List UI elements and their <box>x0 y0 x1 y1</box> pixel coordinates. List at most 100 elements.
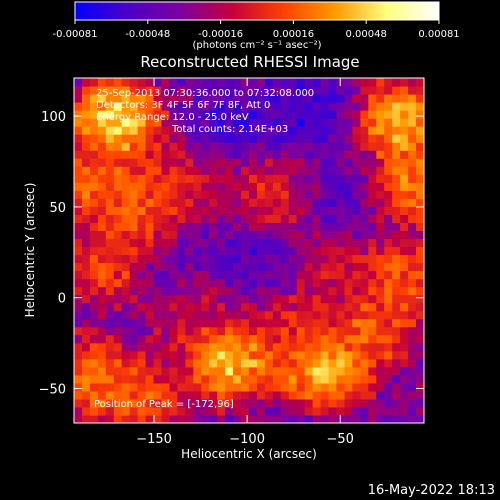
heatmap-cell <box>288 198 298 207</box>
heatmap-cell <box>89 142 99 151</box>
heatmap-cell <box>400 206 409 215</box>
heatmap-cell <box>97 286 107 296</box>
heatmap-cell <box>368 238 377 248</box>
heatmap-cell <box>241 407 250 416</box>
heatmap-cell <box>225 182 234 191</box>
heatmap-cell <box>280 118 290 127</box>
heatmap-cell <box>169 238 179 248</box>
heatmap-cell <box>328 302 338 312</box>
heatmap-cell <box>312 86 322 95</box>
heatmap-cell <box>161 382 171 392</box>
heatmap-cell <box>153 246 163 256</box>
heatmap-cell <box>257 415 266 423</box>
heatmap-cell <box>225 294 234 304</box>
heatmap-cell <box>201 222 210 231</box>
heatmap-cell <box>376 190 385 199</box>
heatmap-cell <box>241 174 250 183</box>
heatmap-cell <box>82 415 91 423</box>
heatmap-cell <box>89 350 99 360</box>
heatmap-cell <box>280 310 290 320</box>
heatmap-cell <box>105 126 115 135</box>
heatmap-cell <box>217 190 226 199</box>
heatmap-cell <box>82 407 91 416</box>
heatmap-cell <box>376 230 385 239</box>
heatmap-cell <box>121 134 131 143</box>
heatmap-cell <box>288 126 298 135</box>
heatmap-cell <box>336 142 346 151</box>
heatmap-cell <box>249 286 258 296</box>
heatmap-cell <box>89 286 99 296</box>
heatmap-cell <box>113 294 123 304</box>
heatmap-cell <box>408 214 417 223</box>
heatmap-cell <box>304 238 314 248</box>
heatmap-cell <box>288 86 298 95</box>
heatmap-cell <box>264 142 274 151</box>
heatmap-cell <box>113 310 123 320</box>
heatmap-cell <box>185 382 194 392</box>
heatmap-cell <box>376 270 385 280</box>
heatmap-cell <box>360 142 369 151</box>
heatmap-cell <box>74 278 83 288</box>
heatmap-cell <box>384 286 393 296</box>
heatmap-cell <box>89 262 99 272</box>
heatmap-cell <box>264 222 274 231</box>
heatmap-cell <box>352 182 361 191</box>
heatmap-cell <box>272 326 282 336</box>
heatmap-cell <box>113 398 123 408</box>
heatmap-cell <box>217 94 226 103</box>
heatmap-cell <box>161 374 171 384</box>
heatmap-cell <box>82 126 91 135</box>
heatmap-cell <box>89 318 99 328</box>
heatmap-cell <box>193 198 202 207</box>
heatmap-cell <box>296 302 306 312</box>
heatmap-cell <box>312 182 322 191</box>
heatmap-cell <box>392 366 401 376</box>
heatmap-cell <box>89 222 99 231</box>
heatmap-cell <box>217 310 226 320</box>
heatmap-cell <box>376 294 385 304</box>
heatmap-cell <box>105 382 115 392</box>
heatmap-cell <box>74 318 83 328</box>
heatmap-cell <box>416 94 424 103</box>
heatmap-cell <box>225 118 234 127</box>
heatmap-cell <box>392 94 401 103</box>
heatmap-cell <box>368 86 377 95</box>
heatmap-cell <box>129 230 139 239</box>
heatmap-cell <box>280 286 290 296</box>
heatmap-cell <box>113 198 123 207</box>
heatmap-cell <box>113 86 123 95</box>
heatmap-cell <box>272 198 282 207</box>
heatmap-cell <box>416 398 424 408</box>
heatmap-cell <box>74 398 83 408</box>
heatmap-cell <box>296 278 306 288</box>
heatmap-cell <box>320 334 330 344</box>
heatmap-cell <box>169 270 179 280</box>
heatmap-cell <box>177 390 186 400</box>
heatmap-cell <box>209 158 218 167</box>
heatmap-cell <box>201 334 210 344</box>
heatmap-cell <box>113 174 123 183</box>
heatmap-cell <box>241 238 250 248</box>
heatmap-cell <box>328 407 338 416</box>
heatmap-cell <box>82 206 91 215</box>
heatmap-cell <box>249 158 258 167</box>
heatmap-cell <box>193 94 202 103</box>
heatmap-cell <box>328 78 338 87</box>
heatmap-cell <box>177 206 186 215</box>
heatmap-cell <box>161 222 171 231</box>
heatmap-cell <box>89 254 99 264</box>
heatmap-cell <box>185 334 194 344</box>
heatmap-cell <box>376 254 385 264</box>
heatmap-cell <box>193 206 202 215</box>
heatmap-cell <box>352 278 361 288</box>
heatmap-cell <box>97 118 107 127</box>
heatmap-cell <box>177 302 186 312</box>
heatmap-cell <box>384 382 393 392</box>
heatmap-cell <box>201 198 210 207</box>
heatmap-cell <box>82 134 91 143</box>
heatmap-cell <box>344 230 354 239</box>
heatmap-cell <box>169 286 179 296</box>
heatmap-cell <box>392 415 401 423</box>
heatmap-cell <box>296 150 306 159</box>
heatmap-cell <box>121 262 131 272</box>
